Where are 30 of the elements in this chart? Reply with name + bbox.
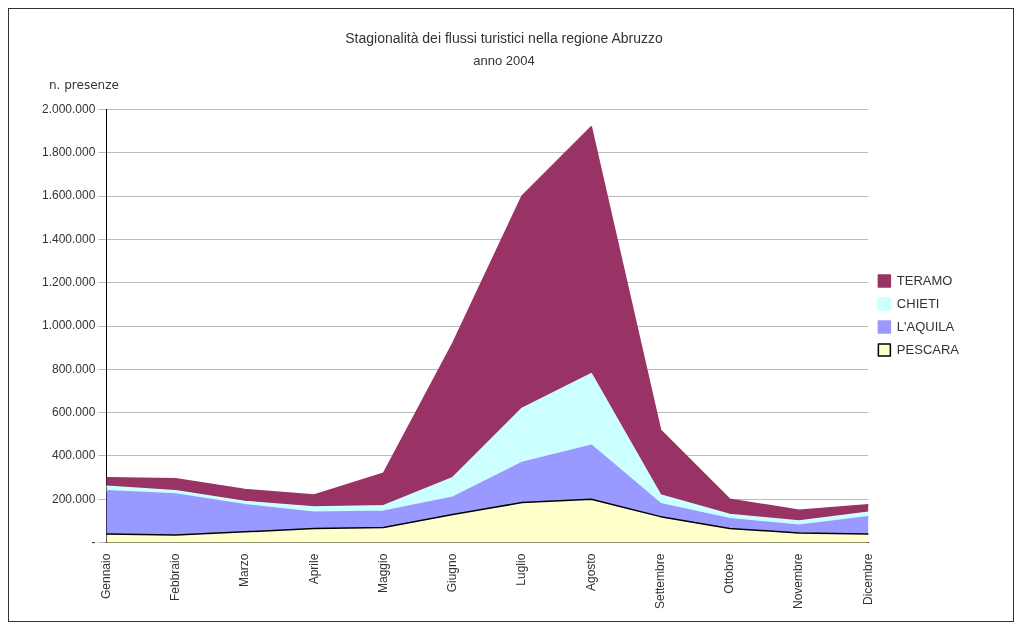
y-tick-label: 1.400.000	[41, 231, 96, 246]
y-tick-label: 1.800.000	[41, 145, 96, 160]
chart-subtitle: anno 2004	[473, 53, 535, 69]
y-tick-label: 400.000	[51, 448, 96, 463]
x-tick-label: Luglio	[514, 553, 529, 586]
y-tick-label: 2.000.000	[41, 101, 96, 116]
x-tick-label: Dicembre	[860, 553, 875, 605]
x-tick-label: Novembre	[791, 553, 806, 609]
legend-label: L'AQUILA	[896, 318, 955, 334]
y-tick-label: -	[91, 534, 96, 549]
y-tick-label: 600.000	[51, 404, 96, 419]
y-tick-label: 1.200.000	[41, 275, 96, 290]
x-tick-label: Settembre	[652, 553, 667, 609]
legend-label: CHIETI	[896, 295, 940, 311]
x-tick-label: Giugno	[445, 553, 460, 593]
chart-title: Stagionalità dei flussi turistici nella regione Abruzzo	[345, 30, 663, 47]
y-axis-title: n. presenze	[49, 77, 119, 92]
y-tick-label: 200.000	[51, 491, 96, 506]
x-tick-label: Febbraio	[167, 553, 182, 602]
x-tick-label: Agosto	[583, 553, 598, 591]
x-tick-label: Gennaio	[98, 553, 113, 600]
x-tick-label: Maggio	[375, 553, 390, 593]
legend-label: PESCARA	[896, 341, 960, 357]
x-tick-label: Marzo	[237, 553, 252, 587]
y-tick-label: 800.000	[51, 361, 96, 376]
y-tick-label: 1.000.000	[41, 318, 96, 333]
y-tick-label: 1.600.000	[41, 188, 96, 203]
x-tick-label: Aprile	[306, 553, 321, 585]
legend-label: TERAMO	[896, 272, 953, 288]
x-tick-label: Ottobre	[722, 553, 737, 594]
